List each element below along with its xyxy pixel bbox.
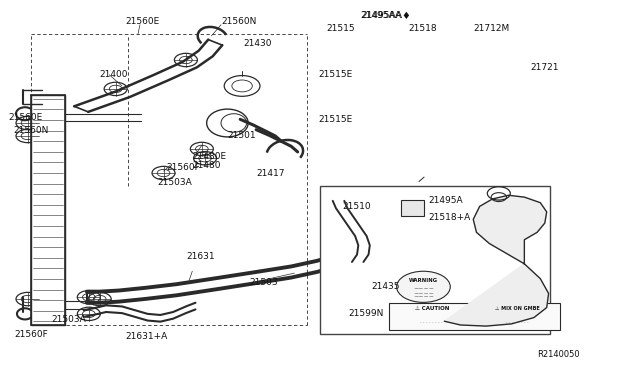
Text: 21560F: 21560F <box>15 330 49 339</box>
Text: 21480E: 21480E <box>192 152 227 161</box>
Circle shape <box>397 271 451 302</box>
Text: 21560F: 21560F <box>167 163 200 172</box>
Text: 21631: 21631 <box>186 252 214 261</box>
Text: 21495AA: 21495AA <box>362 11 403 20</box>
Text: 21560E: 21560E <box>125 17 159 26</box>
Text: 21631+A: 21631+A <box>125 331 168 341</box>
Text: ⚠ MIX ON GMBE: ⚠ MIX ON GMBE <box>495 306 540 311</box>
Text: R2140050: R2140050 <box>537 350 580 359</box>
Text: 21510: 21510 <box>342 202 371 211</box>
Text: WARNING: WARNING <box>409 278 438 283</box>
Text: 21503: 21503 <box>250 278 278 287</box>
Text: 21560N: 21560N <box>221 17 257 26</box>
Text: 21503A: 21503A <box>52 315 86 324</box>
Bar <box>31 95 65 325</box>
Text: 21721: 21721 <box>531 63 559 72</box>
Text: ~~~~: ~~~~ <box>413 291 434 296</box>
Text: 21400: 21400 <box>100 70 128 79</box>
Text: 21515E: 21515E <box>319 115 353 124</box>
Text: ♦: ♦ <box>402 11 410 21</box>
Text: 21480: 21480 <box>192 161 221 170</box>
Text: 21515E: 21515E <box>319 70 353 79</box>
Text: ~~~~: ~~~~ <box>413 295 434 300</box>
Text: 21560E: 21560E <box>8 113 43 122</box>
Text: 21599N: 21599N <box>349 310 384 318</box>
Text: 21515: 21515 <box>326 24 355 33</box>
Text: 21501: 21501 <box>227 131 256 141</box>
Bar <box>320 186 550 334</box>
Bar <box>344 203 386 212</box>
Text: 21417: 21417 <box>256 169 285 177</box>
Text: - - - - - - - -: - - - - - - - - <box>420 320 443 324</box>
Text: 21503A: 21503A <box>157 178 192 187</box>
Text: ⚠ CAUTION: ⚠ CAUTION <box>415 306 449 311</box>
Text: 21518: 21518 <box>408 24 436 33</box>
Bar <box>401 200 424 217</box>
Bar <box>389 303 560 330</box>
Text: 21712M: 21712M <box>473 24 509 33</box>
Text: 21430: 21430 <box>243 39 272 48</box>
Text: 21560N: 21560N <box>13 126 49 135</box>
Text: - - - - - - - -: - - - - - - - - <box>506 320 529 324</box>
Text: 21495A: 21495A <box>429 196 463 205</box>
Polygon shape <box>445 195 548 326</box>
Text: 21495AA: 21495AA <box>360 11 401 20</box>
Text: ~~~~: ~~~~ <box>413 286 434 292</box>
Text: 21435: 21435 <box>371 282 399 291</box>
Text: 21518+A: 21518+A <box>429 213 471 222</box>
